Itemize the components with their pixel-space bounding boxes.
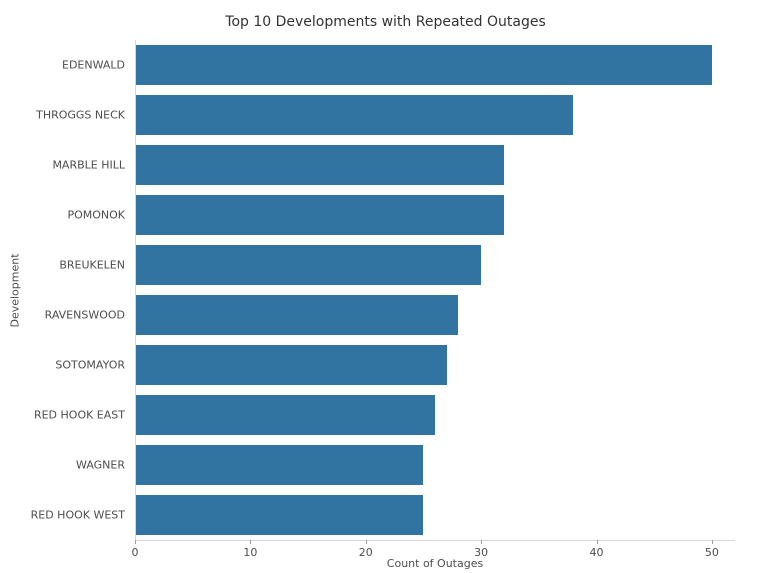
x-tick (597, 540, 598, 544)
bar (135, 445, 423, 485)
y-tick-label: MARBLE HILL (52, 159, 125, 172)
x-tick (366, 540, 367, 544)
bar (135, 345, 447, 385)
bar (135, 495, 423, 535)
y-tick-label: WAGNER (76, 459, 125, 472)
bar (135, 395, 435, 435)
x-tick (481, 540, 482, 544)
y-tick-label: EDENWALD (62, 59, 125, 72)
bar (135, 195, 504, 235)
y-tick-label: RAVENSWOOD (45, 309, 125, 322)
y-tick-label: RED HOOK EAST (34, 409, 125, 422)
bar (135, 145, 504, 185)
bar (135, 245, 481, 285)
bar (135, 295, 458, 335)
y-axis-label-text: Development (9, 253, 22, 327)
grid-line (712, 40, 713, 540)
chart-container: Top 10 Developments with Repeated Outage… (0, 0, 771, 573)
x-tick (135, 540, 136, 544)
y-tick-label: SOTOMAYOR (55, 359, 125, 372)
y-tick-label: BREUKELEN (59, 259, 125, 272)
bar (135, 45, 712, 85)
plot-area (135, 40, 735, 540)
x-axis-label: Count of Outages (135, 557, 735, 570)
x-tick (712, 540, 713, 544)
y-tick-label: POMONOK (67, 209, 125, 222)
x-tick (250, 540, 251, 544)
y-tick-label: RED HOOK WEST (31, 509, 125, 522)
chart-title: Top 10 Developments with Repeated Outage… (0, 14, 771, 30)
y-axis-spine (135, 40, 136, 540)
grid-line (597, 40, 598, 540)
y-tick-label: THROGGS NECK (36, 109, 125, 122)
bar (135, 95, 573, 135)
y-axis-label: Development (8, 40, 22, 540)
